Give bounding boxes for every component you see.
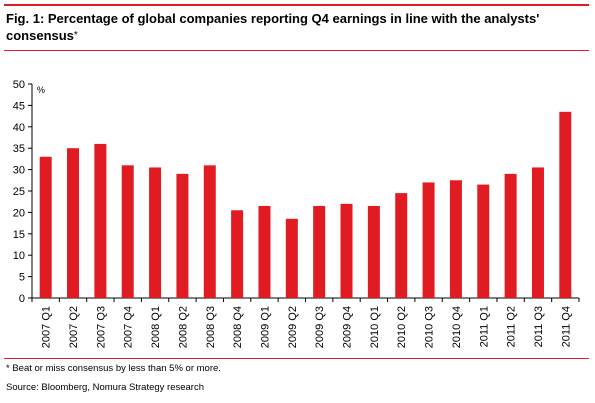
x-tick-label: 2009 Q4 xyxy=(342,306,354,348)
x-tick-label: 2007 Q3 xyxy=(95,306,107,348)
x-tick-label: 2008 Q4 xyxy=(232,306,244,348)
footnote: * Beat or miss consensus by less than 5%… xyxy=(6,363,221,374)
bar xyxy=(67,148,80,298)
source-note: Source: Bloomberg, Nomura Strategy resea… xyxy=(6,382,205,393)
bar xyxy=(203,165,216,298)
y-tick-label: 25 xyxy=(13,186,25,198)
figure-title: Fig. 1: Percentage of global companies r… xyxy=(6,10,586,44)
x-tick-label: 2010 Q1 xyxy=(369,306,381,348)
bar xyxy=(149,167,162,298)
x-tick-label: 2010 Q3 xyxy=(424,306,436,348)
y-tick-label: 40 xyxy=(13,122,25,134)
x-tick-label: 2009 Q2 xyxy=(287,306,299,348)
bar xyxy=(285,218,298,298)
x-tick-label: 2009 Q1 xyxy=(259,306,271,348)
y-tick-label: 50 xyxy=(13,79,25,91)
bar xyxy=(231,210,244,298)
x-tick-label: 2011 Q4 xyxy=(560,306,572,347)
bar xyxy=(121,165,134,298)
bar xyxy=(504,173,517,298)
y-tick-label: 35 xyxy=(13,143,25,155)
y-tick-label: 5 xyxy=(19,272,25,284)
x-tick-label: 2007 Q4 xyxy=(123,306,135,348)
bar xyxy=(477,184,490,298)
bar xyxy=(258,205,271,298)
bar xyxy=(313,205,326,298)
bar xyxy=(422,182,435,298)
bar xyxy=(367,205,380,298)
x-tick-label: 2007 Q2 xyxy=(68,306,80,348)
bottom-rule xyxy=(4,358,589,359)
x-tick-label: 2010 Q2 xyxy=(396,306,408,348)
bar xyxy=(94,143,107,298)
bar xyxy=(340,203,353,298)
bar xyxy=(176,173,189,298)
y-tick-label: 20 xyxy=(13,207,25,219)
chart-top-rule xyxy=(4,50,589,51)
y-tick-label: 30 xyxy=(13,165,25,177)
bar xyxy=(39,156,52,298)
x-tick-label: 2011 Q1 xyxy=(478,306,490,347)
bar xyxy=(395,193,408,298)
x-tick-label: 2007 Q1 xyxy=(41,306,53,348)
y-tick-label: 10 xyxy=(13,250,25,262)
x-tick-label: 2011 Q3 xyxy=(533,306,545,347)
x-tick-label: 2011 Q2 xyxy=(506,306,518,347)
x-tick-label: 2008 Q1 xyxy=(150,306,162,348)
top-rule xyxy=(4,4,589,6)
x-tick-label: 2009 Q3 xyxy=(314,306,326,348)
bar xyxy=(449,180,462,298)
y-tick-label: 45 xyxy=(13,100,25,112)
y-tick-label: 15 xyxy=(13,229,25,241)
x-tick-label: 2008 Q3 xyxy=(205,306,217,348)
bar xyxy=(559,111,572,298)
y-tick-label: 0 xyxy=(19,293,25,305)
y-axis-unit-label: % xyxy=(37,85,45,95)
figure-title-text: Fig. 1: Percentage of global companies r… xyxy=(6,11,540,43)
bar xyxy=(531,167,544,298)
figure-title-marker: * xyxy=(73,30,78,41)
x-tick-label: 2008 Q2 xyxy=(177,306,189,348)
x-tick-label: 2010 Q4 xyxy=(451,306,463,348)
